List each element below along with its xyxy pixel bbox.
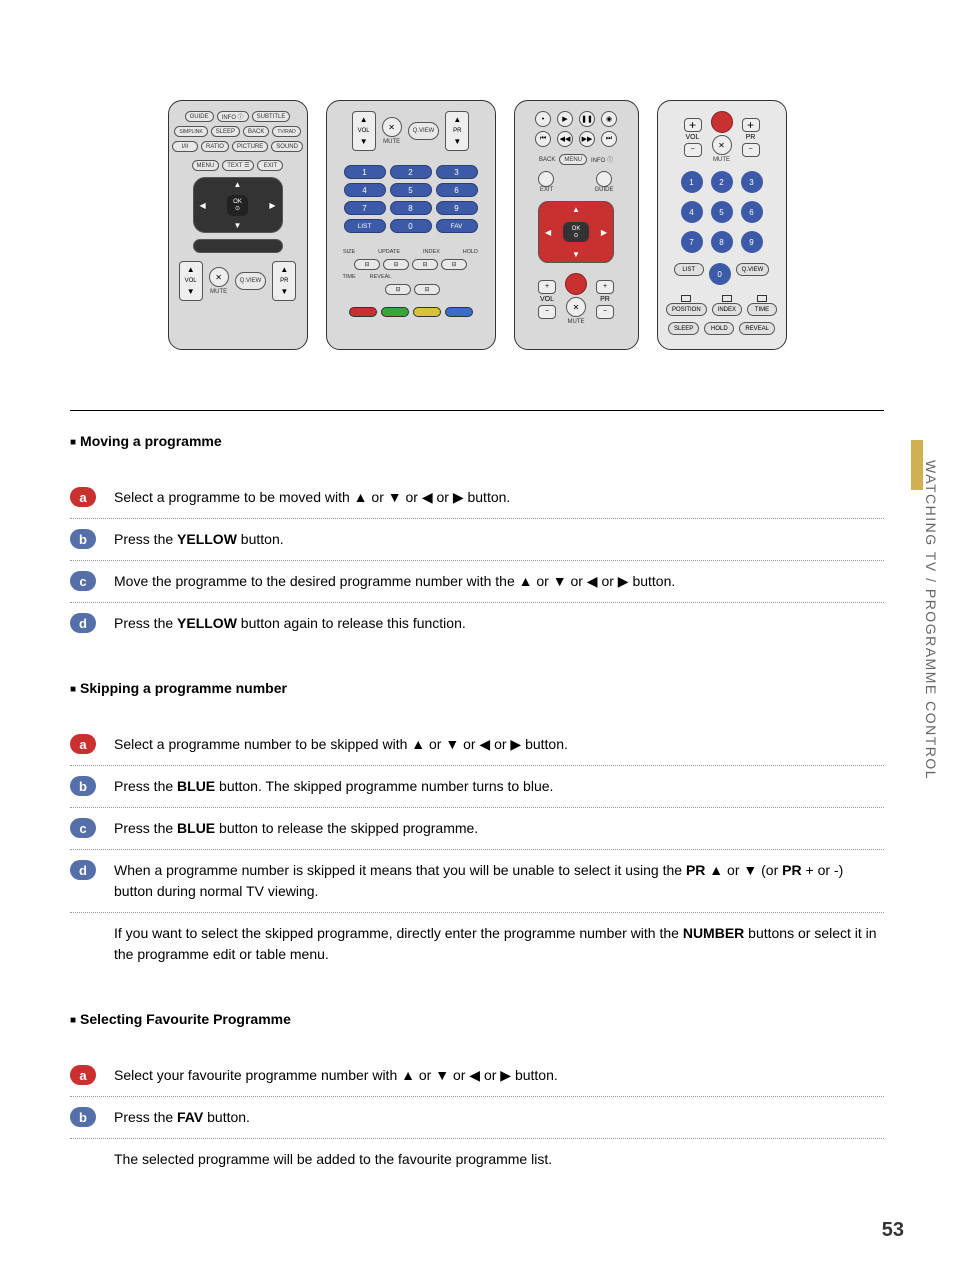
step-moving-c: c Move the programme to the desired prog… [70,561,884,603]
remote-3: • ▶ ❚❚ ◉ ⏮ ◀◀ ▶▶ ⏭ BACK MENU INFO ⓘ EXIT… [514,100,639,350]
remote-4: +VOL− ✕ MUTE +PR− 123 456 789 LIST 0 Q.V… [657,100,787,350]
badge-d: d [70,860,96,880]
step-fav-a: a Select your favourite programme number… [70,1055,884,1097]
mute-icon: ✕ [382,117,402,137]
badge-d: d [70,613,96,633]
step-fav-note: . The selected programme will be added t… [70,1139,884,1180]
remote-2: ▲VOL▼ ✕ MUTE Q.VIEW ▲PR▼ 123 456 789 LIS… [326,100,496,350]
badge-b: b [70,529,96,549]
side-tab-label: WATCHING TV / PROGRAMME CONTROL [923,440,954,780]
badge-a: a [70,734,96,754]
mute-icon: ✕ [209,267,229,287]
remotes-figure: GUIDE INFO ⓘ SUBTITLE SIMPLINK SLEEP BAC… [70,100,884,350]
side-tab-accent [911,440,923,490]
badge-a: a [70,1065,96,1085]
badge-c: c [70,571,96,591]
step-moving-d: d Press the YELLOW button again to relea… [70,603,884,644]
remote-1: GUIDE INFO ⓘ SUBTITLE SIMPLINK SLEEP BAC… [168,100,308,350]
badge-a: a [70,487,96,507]
step-moving-a: a Select a programme to be moved with ▲ … [70,477,884,519]
step-skipping-b: b Press the BLUE button. The skipped pro… [70,766,884,808]
step-fav-b: b Press the FAV button. [70,1097,884,1139]
heading-favourite: ■Selecting Favourite Programme [70,1011,884,1027]
remote3-dpad: ▲ ▼ ◀ ▶ OK⊙ [538,201,614,263]
heading-skipping: ■Skipping a programme number [70,680,884,696]
badge-b: b [70,776,96,796]
step-skipping-d1: d When a programme number is skipped it … [70,850,884,913]
remote1-dpad: ▲ ▼ ◀ ▶ OK⊙ [193,177,283,233]
step-skipping-d2: . If you want to select the skipped prog… [70,913,884,975]
heading-moving: ■Moving a programme [70,433,884,449]
step-skipping-c: c Press the BLUE button to release the s… [70,808,884,850]
badge-c: c [70,818,96,838]
page-number: 53 [882,1219,904,1242]
badge-b: b [70,1107,96,1127]
side-tab: WATCHING TV / PROGRAMME CONTROL [911,440,954,840]
step-moving-b: b Press the YELLOW button. [70,519,884,561]
step-skipping-a: a Select a programme number to be skippe… [70,724,884,766]
section-divider [70,410,884,411]
